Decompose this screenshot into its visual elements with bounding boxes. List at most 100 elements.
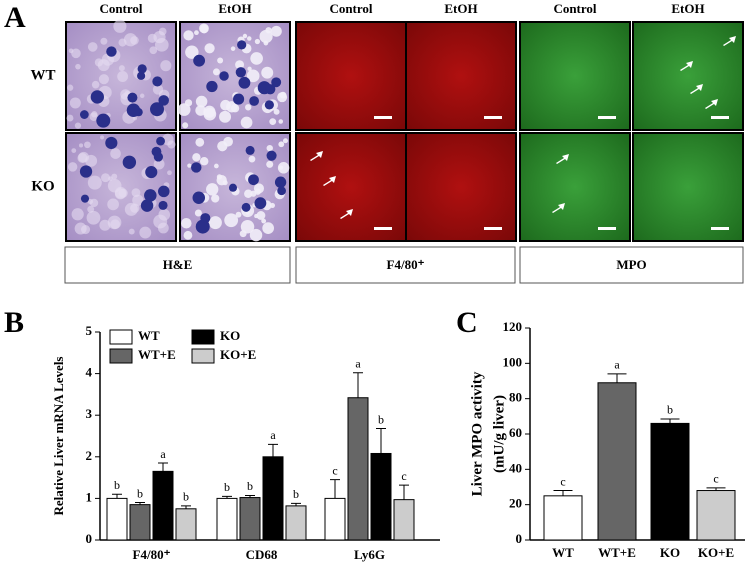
legend-label: KO bbox=[220, 328, 240, 343]
bar bbox=[262, 456, 284, 541]
x-tick-label: Ly6G bbox=[354, 547, 385, 562]
y-tick-label: 40 bbox=[509, 460, 522, 475]
significance-letter: b bbox=[224, 480, 230, 494]
nucleus bbox=[140, 199, 154, 212]
cell-vacuole bbox=[91, 111, 98, 118]
nucleus bbox=[228, 183, 238, 192]
scale-bar bbox=[711, 227, 729, 230]
error-bar bbox=[399, 484, 409, 500]
cell-vacuole bbox=[71, 148, 77, 153]
x-tick-label: KO bbox=[660, 545, 680, 560]
nucleus bbox=[158, 95, 169, 106]
cell-vacuole bbox=[244, 189, 253, 198]
nucleus bbox=[271, 77, 282, 88]
cell-vacuole bbox=[266, 160, 274, 168]
cell-vacuole bbox=[183, 30, 194, 41]
cell-vacuole bbox=[250, 52, 263, 65]
error-bar bbox=[268, 443, 278, 457]
nucleus bbox=[152, 76, 163, 87]
panel-label: B bbox=[4, 306, 24, 339]
y-axis-label: (mU/g liver) bbox=[491, 395, 507, 473]
cell-vacuole bbox=[66, 114, 74, 122]
y-tick-label: 120 bbox=[503, 319, 523, 334]
cell-vacuole bbox=[99, 219, 111, 231]
y-tick-label: 3 bbox=[86, 406, 93, 421]
significance-letter: b bbox=[293, 487, 299, 501]
legend-swatch bbox=[191, 329, 215, 345]
column-label: EtOH bbox=[444, 1, 477, 16]
bar bbox=[129, 504, 151, 541]
cell-vacuole bbox=[182, 122, 189, 129]
cell-vacuole bbox=[139, 93, 145, 99]
nucleus bbox=[248, 174, 259, 186]
cell-vacuole bbox=[167, 170, 172, 176]
cell-vacuole bbox=[277, 162, 290, 174]
cell-vacuole bbox=[235, 60, 245, 70]
cell-vacuole bbox=[195, 137, 205, 147]
cell-vacuole bbox=[273, 108, 280, 115]
significance-letter: c bbox=[713, 472, 718, 486]
row-label: WT bbox=[30, 67, 55, 83]
x-tick-label: KO+E bbox=[698, 545, 734, 560]
arrow bbox=[723, 36, 736, 46]
y-tick-label: 2 bbox=[86, 448, 93, 463]
scale-bar bbox=[484, 227, 502, 230]
error-bar bbox=[330, 479, 340, 499]
cell-vacuole bbox=[117, 71, 129, 82]
cell-vacuole bbox=[91, 80, 100, 89]
cell-vacuole bbox=[98, 74, 109, 85]
nucleus bbox=[264, 100, 274, 110]
cell-vacuole bbox=[130, 203, 140, 213]
cell-vacuole bbox=[217, 57, 224, 64]
bar bbox=[175, 508, 197, 541]
cell-vacuole bbox=[254, 38, 261, 45]
cell-vacuole bbox=[230, 46, 236, 51]
micrograph bbox=[295, 132, 407, 242]
y-tick-label: 4 bbox=[86, 365, 93, 380]
bar bbox=[650, 422, 690, 541]
y-tick-label: 5 bbox=[86, 323, 93, 338]
cell-vacuole bbox=[118, 65, 125, 72]
cell-vacuole bbox=[235, 211, 242, 218]
cell-vacuole bbox=[266, 144, 273, 152]
cell-vacuole bbox=[67, 84, 74, 91]
row-label: KO bbox=[31, 178, 54, 194]
scale-bar bbox=[711, 116, 729, 119]
nucleus bbox=[233, 93, 245, 105]
panel-label: A bbox=[4, 1, 26, 34]
error-bar bbox=[376, 428, 386, 454]
cell-vacuole bbox=[265, 27, 272, 34]
cell-vacuole bbox=[203, 107, 217, 121]
micrograph bbox=[632, 132, 744, 242]
significance-letter: a bbox=[270, 428, 276, 442]
nucleus bbox=[153, 152, 164, 162]
bar bbox=[543, 495, 583, 541]
group-box bbox=[519, 246, 744, 284]
cell-vacuole bbox=[71, 48, 81, 59]
bar bbox=[370, 452, 392, 541]
bar bbox=[285, 505, 307, 541]
cell-vacuole bbox=[71, 208, 84, 221]
micrograph bbox=[405, 132, 517, 242]
cell-vacuole bbox=[211, 194, 220, 203]
bar bbox=[696, 490, 736, 541]
cell-vacuole bbox=[263, 40, 269, 46]
nucleus bbox=[144, 189, 157, 202]
column-label: EtOH bbox=[218, 1, 251, 16]
error-bar bbox=[607, 373, 627, 383]
cell-vacuole bbox=[100, 37, 108, 45]
column-label: Control bbox=[99, 1, 142, 16]
x-tick-label: WT+E bbox=[598, 545, 636, 560]
cell-vacuole bbox=[132, 194, 144, 206]
cell-vacuole bbox=[181, 218, 192, 229]
panel-label: C bbox=[456, 306, 478, 339]
cell-vacuole bbox=[78, 143, 84, 148]
significance-letter: c bbox=[560, 474, 565, 488]
legend-label: WT bbox=[138, 328, 160, 343]
nucleus bbox=[79, 165, 93, 178]
cell-vacuole bbox=[184, 99, 193, 107]
y-tick-label: 100 bbox=[503, 354, 523, 369]
bar bbox=[106, 497, 128, 541]
nucleus bbox=[195, 219, 210, 234]
error-bar bbox=[660, 418, 680, 424]
